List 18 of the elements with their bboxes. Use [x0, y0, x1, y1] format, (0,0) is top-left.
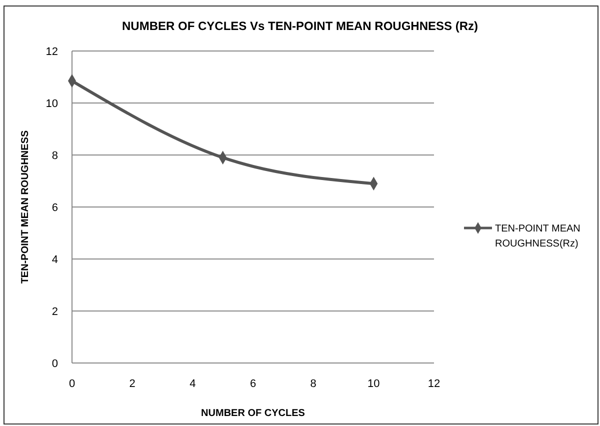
y-tick-label: 4 [52, 254, 58, 266]
x-tick-label: 0 [68, 378, 76, 390]
y-tick-label: 10 [46, 98, 58, 110]
y-axis-title: TEN-POINT MEAN ROUGHNESS [20, 130, 31, 284]
x-tick-label: 12 [428, 378, 440, 390]
x-tick-label: 10 [368, 378, 380, 390]
x-tick-label: 6 [250, 378, 256, 390]
x-tick-label: 4 [190, 378, 196, 390]
x-axis-title: NUMBER OF CYCLES [201, 408, 306, 419]
y-tick-label: 8 [52, 150, 58, 162]
legend-label: TEN-POINT MEAN ROUGHNESS(Rz) [495, 224, 580, 250]
chart-title: NUMBER OF CYCLES Vs TEN-POINT MEAN ROUGHNESS (Rz) [122, 19, 478, 33]
y-tick-label: 6 [52, 202, 58, 214]
x-tick-label: 8 [310, 378, 316, 390]
y-tick-label: 2 [52, 306, 58, 318]
y-tick-label: 0 [52, 358, 58, 370]
x-tick-label: 2 [129, 378, 136, 390]
y-tick-label: 12 [46, 46, 58, 58]
